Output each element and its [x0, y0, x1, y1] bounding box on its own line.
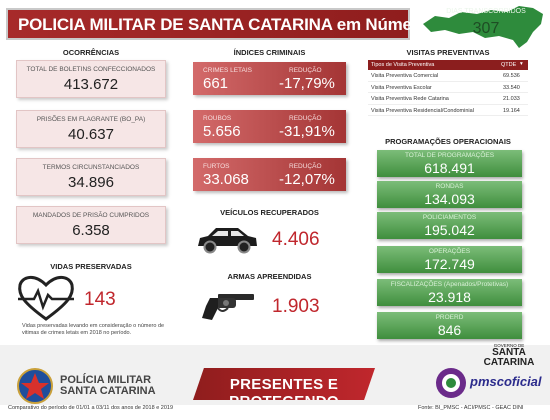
page-title: POLICIA MILITAR DE SANTA CATARINA em Núm… — [18, 15, 480, 34]
reduction-label: REDUÇÃO — [289, 163, 322, 170]
lives-note: Vidas preservadas levando em consideraçã… — [22, 323, 165, 336]
visit-type: Visita Preventiva Rede Catarina — [371, 96, 449, 102]
table-row: Visita Preventiva Rede Catarina 21.033 — [368, 93, 528, 105]
operational-card: PROERD 846 — [377, 312, 522, 339]
visit-qty: 33.540 — [503, 84, 520, 91]
page-header: POLICIA MILITAR DE SANTA CATARINA em Núm… — [6, 8, 479, 40]
table-row: Visita Preventiva Escolar 33.540 — [368, 82, 528, 93]
occurrence-card: TOTAL DE BOLETINS CONFECCIONADOS 413.672 — [16, 60, 166, 98]
operational-label: TOTAL DE PROGRAMAÇÕES — [404, 152, 495, 159]
weapons-value: 1.903 — [272, 296, 320, 317]
occurrence-label: TOTAL DE BOLETINS CONFECCIONADOS — [26, 66, 156, 73]
car-icon — [194, 222, 260, 256]
operational-card: FISCALIZAÇÕES (Apenados/Protetivas) 23.9… — [377, 279, 522, 306]
source-note: Fonte: BI_PMSC - ACI/PMSC - GEAC DINI — [418, 405, 524, 411]
visit-qty: 19.164 — [503, 107, 520, 114]
occurrence-value: 413.672 — [63, 76, 119, 93]
reduction-value: -31,91% — [279, 123, 335, 140]
column-header: Tipos de Visita Preventiva — [371, 62, 435, 68]
operational-value: 172.749 — [424, 256, 475, 272]
operational-title: PROGRAMAÇÕES OPERACIONAIS — [385, 137, 511, 146]
occurrences-title: OCORRÊNCIAS — [62, 48, 120, 57]
pm-logo-line1: POLÍCIA MILITAR — [60, 374, 152, 386]
lives-value: 143 — [84, 289, 116, 310]
crime-name: CRIMES LETAIS — [203, 67, 253, 74]
weapons-title: ARMAS APREENDIDAS — [227, 272, 312, 281]
vehicles-title: VEÍCULOS RECUPERADOS — [220, 208, 319, 217]
vehicles-value: 4.406 — [272, 229, 320, 250]
sort-arrow-icon[interactable]: ▾ — [520, 61, 523, 67]
pmsc-oficial-logo-icon — [434, 366, 468, 400]
table-row: Visita Preventiva Residencial/Condominia… — [368, 105, 528, 116]
operational-value: 195.042 — [424, 222, 475, 238]
pmsc-oficial-text: pmscoficial — [470, 374, 542, 389]
visit-type: Visita Preventiva Comercial — [371, 73, 439, 79]
gov-line1: SANTA — [492, 347, 526, 358]
lives-title: VIDAS PRESERVADAS — [50, 262, 132, 271]
crime-value: 33.068 — [203, 171, 249, 188]
operational-card: RONDAS 134.093 — [377, 181, 522, 208]
crime-card: FURTOS 33.068 REDUÇÃO -12,07% — [193, 158, 346, 191]
pm-logo-line2: SANTA CATARINA — [60, 385, 156, 397]
reduction-label: REDUÇÃO — [289, 115, 322, 122]
heart-pulse-icon — [16, 273, 76, 323]
operational-label: RONDAS — [435, 183, 464, 190]
crime-name: FURTOS — [203, 163, 230, 170]
pm-logo-text: POLÍCIA MILITAR SANTA CATARINA — [60, 375, 156, 397]
visit-type: Visita Preventiva Escolar — [371, 84, 432, 91]
operational-card: TOTAL DE PROGRAMAÇÕES 618.491 — [377, 150, 522, 177]
gov-line2: CATARINA — [483, 357, 535, 368]
operational-label: FISCALIZAÇÕES (Apenados/Protetivas) — [390, 281, 509, 288]
operational-card: OPERAÇÕES 172.749 — [377, 246, 522, 273]
crime-name: ROUBOS — [203, 115, 232, 122]
operational-value: 23.918 — [428, 289, 471, 305]
occurrence-card: PRISÕES EM FLAGRANTE (BO_PA) 40.637 — [16, 110, 166, 148]
crime-value: 5.656 — [203, 123, 241, 140]
slogan-text: PRESENTES E PROTEGENDO — [229, 376, 339, 400]
days-elapsed-value: 307 — [472, 20, 500, 37]
column-header: QTDE — [501, 62, 517, 68]
slogan-banner: PRESENTES E PROTEGENDO — [193, 368, 375, 400]
occurrence-card: TERMOS CIRCUNSTANCIADOS 34.896 — [16, 158, 166, 196]
operational-label: POLICIAMENTOS — [422, 214, 477, 221]
gov-small-text: GOVERNO DE — [493, 343, 525, 348]
table-row: Visita Preventiva Comercial 69.536 — [368, 70, 528, 82]
reduction-value: -12,07% — [279, 171, 335, 188]
occurrence-value: 34.896 — [68, 174, 114, 191]
visits-table-header: Tipos de Visita Preventiva QTDE ▾ — [368, 60, 528, 70]
operational-label: OPERAÇÕES — [428, 248, 471, 255]
occurrence-label: MANDADOS DE PRISÃO CUMPRIDOS — [32, 212, 150, 219]
occurrence-value: 40.637 — [68, 126, 114, 143]
crime-value: 661 — [203, 75, 229, 92]
operational-value: 618.491 — [424, 160, 475, 176]
reduction-value: -17,79% — [279, 75, 335, 92]
crime-card: ROUBOS 5.656 REDUÇÃO -31,91% — [193, 110, 346, 143]
occurrence-value: 6.358 — [72, 222, 110, 239]
visit-qty: 21.033 — [503, 96, 520, 102]
occurrence-label: TERMOS CIRCUNSTANCIADOS — [42, 164, 140, 171]
period-note: Comparativo do período de 01/01 a 03/11 … — [8, 405, 174, 411]
operational-label: PROERD — [435, 314, 464, 321]
operational-card: POLICIAMENTOS 195.042 — [377, 212, 522, 239]
pmsc-emblem-icon — [16, 367, 54, 405]
visit-type: Visita Preventiva Residencial/Condominia… — [371, 107, 474, 114]
days-elapsed-label: DIAS TRANSCORRIDOS — [446, 8, 526, 15]
crime-card: CRIMES LETAIS 661 REDUÇÃO -17,79% — [193, 62, 346, 95]
criminal-indices-title: ÍNDICES CRIMINAIS — [233, 48, 306, 57]
gov-sc-logo: GOVERNO DE SANTA CATARINA — [474, 343, 544, 368]
santa-catarina-map-icon — [415, 2, 550, 54]
visit-qty: 69.536 — [503, 73, 520, 79]
occurrence-label: PRISÕES EM FLAGRANTE (BO_PA) — [36, 116, 146, 123]
visits-title: VISITAS PREVENTIVAS — [406, 48, 490, 57]
visits-table: Tipos de Visita Preventiva QTDE ▾ Visita… — [368, 60, 528, 116]
occurrence-card: MANDADOS DE PRISÃO CUMPRIDOS 6.358 — [16, 206, 166, 244]
operational-value: 846 — [437, 322, 462, 338]
reduction-label: REDUÇÃO — [289, 67, 322, 74]
revolver-icon — [196, 288, 256, 322]
operational-value: 134.093 — [424, 191, 475, 207]
